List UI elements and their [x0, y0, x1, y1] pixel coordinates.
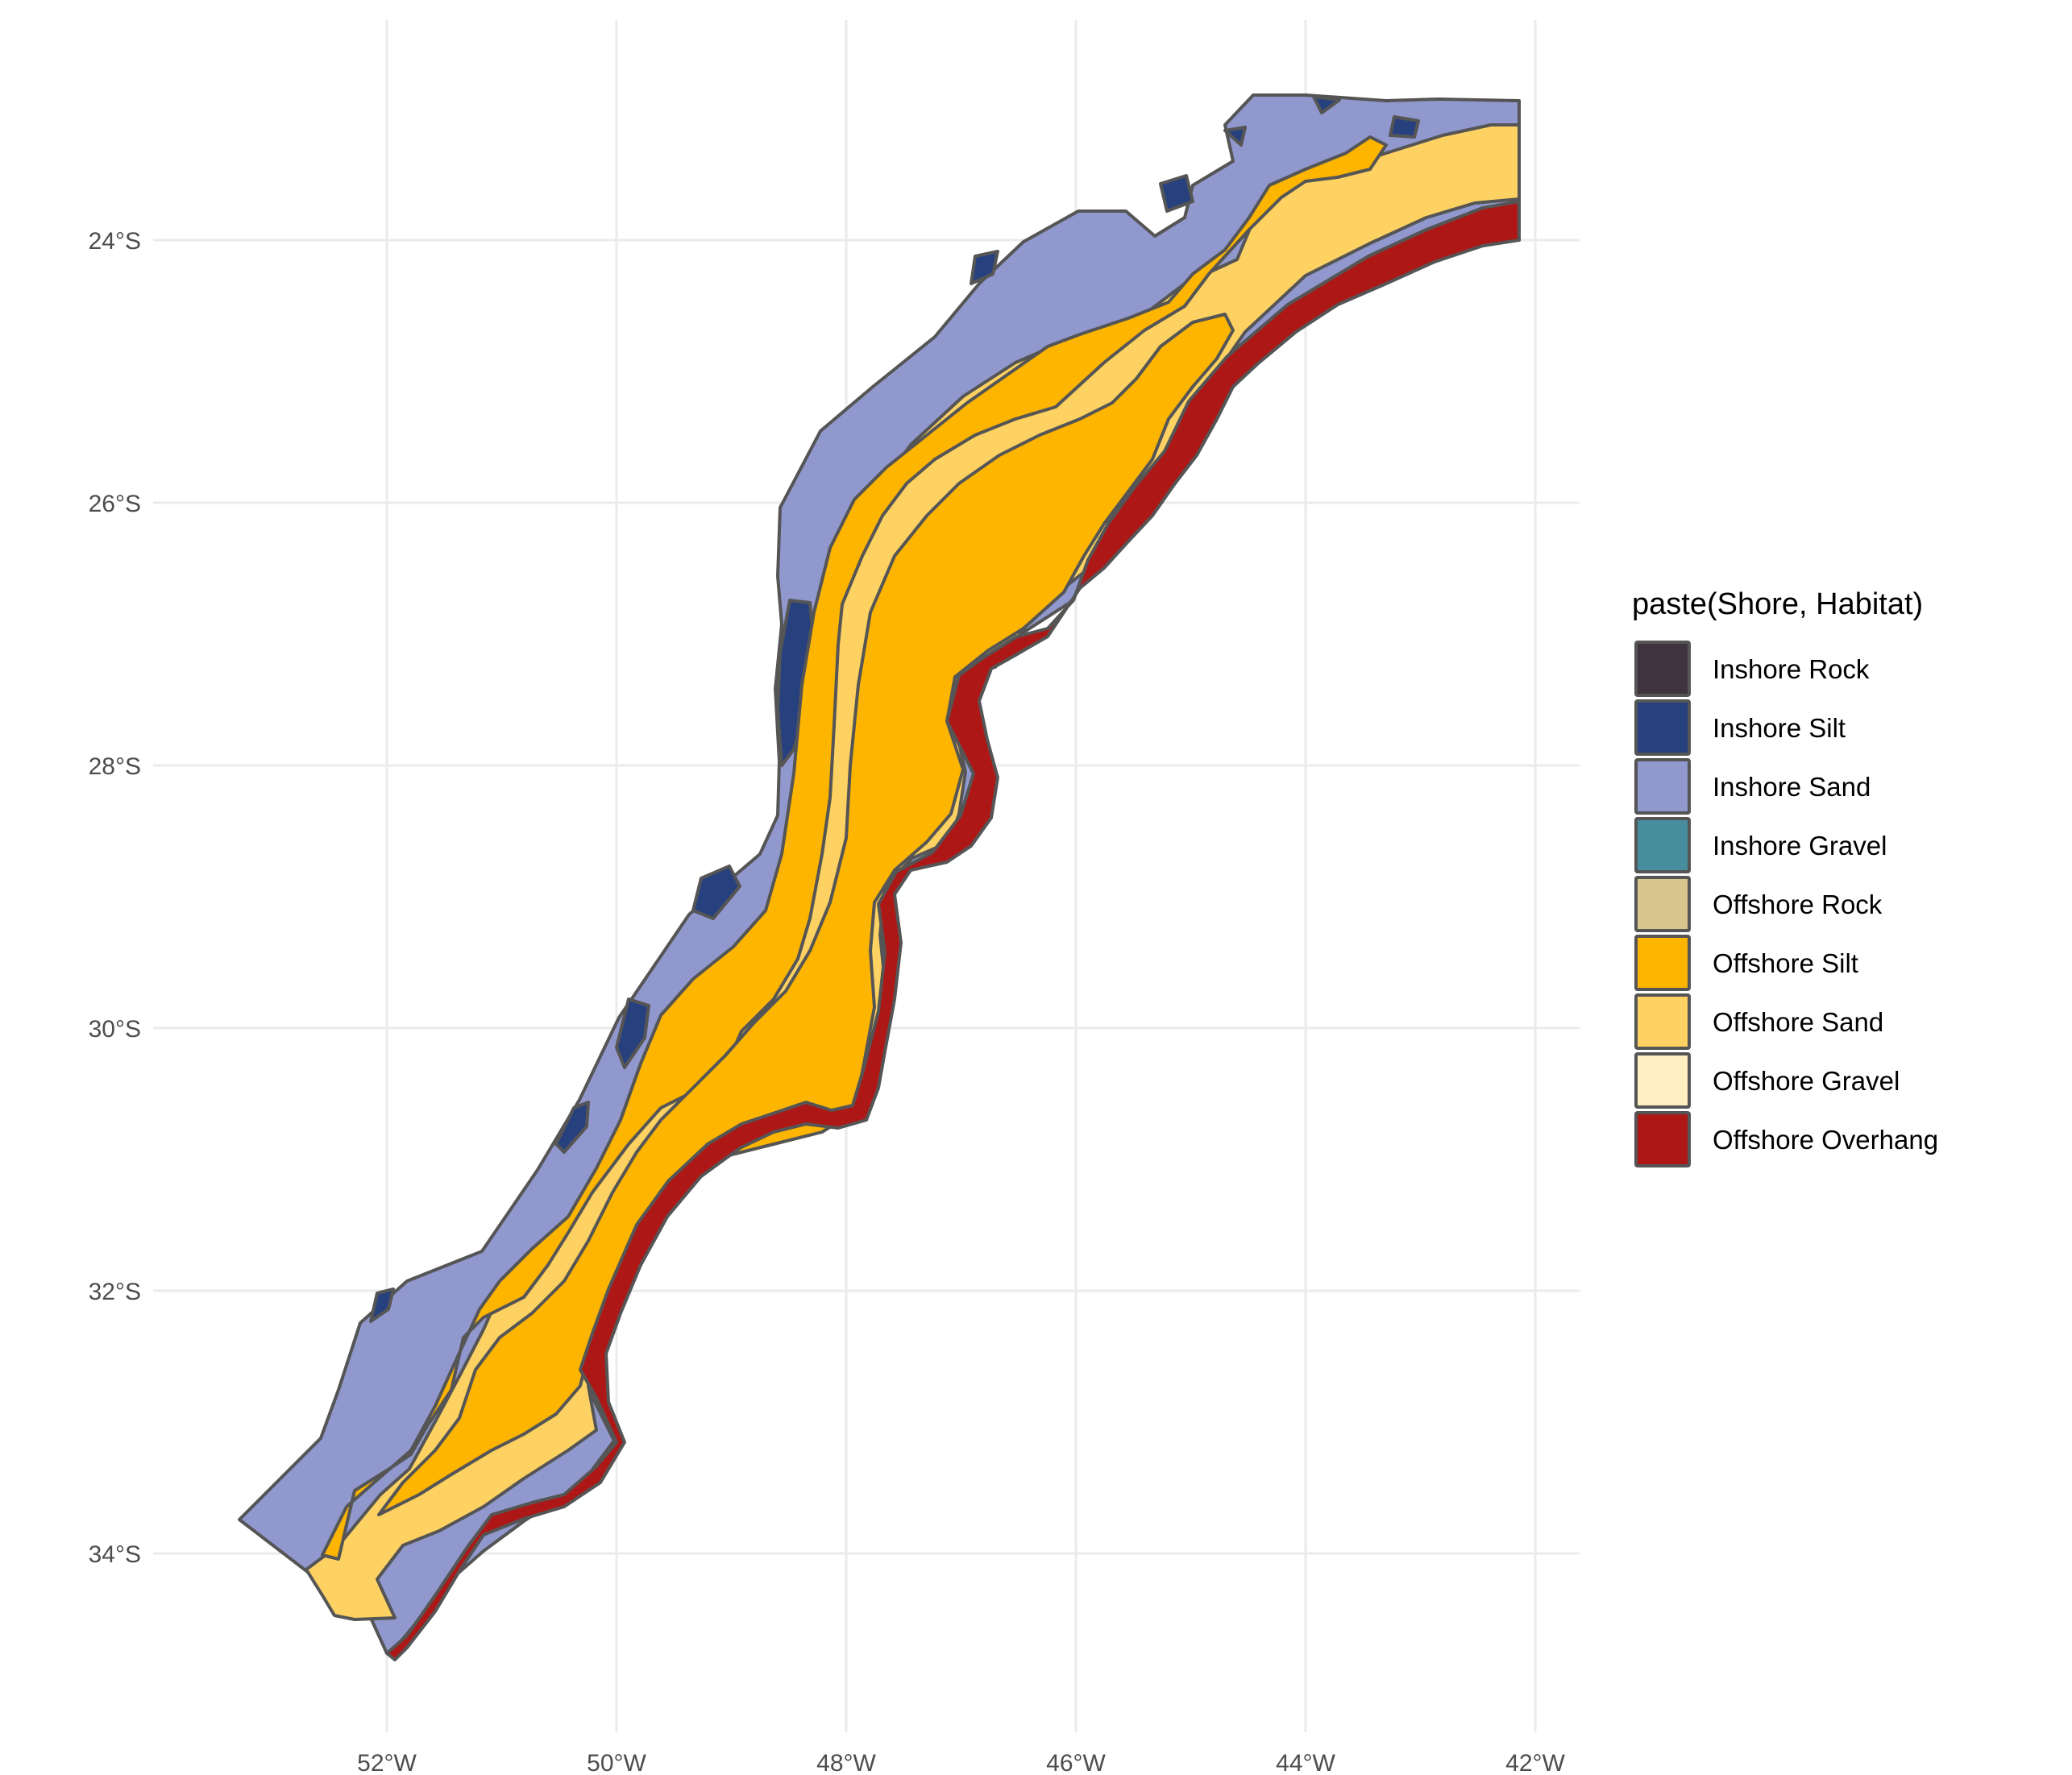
x-tick-label: 50°W [587, 1750, 646, 1775]
legend-label-inshore-gravel: Inshore Gravel [1713, 831, 1887, 861]
legend: paste(Shore, Habitat) Inshore Rock Insho… [1632, 587, 1938, 1167]
legend-key-offshore-overhang [1634, 1111, 1691, 1167]
legend-label-inshore-silt: Inshore Silt [1713, 713, 1846, 743]
legend-label-offshore-overhang: Offshore Overhang [1713, 1125, 1938, 1155]
y-axis: 24°S 26°S 28°S 30°S 32°S 34°S [89, 228, 141, 1568]
x-tick-label: 52°W [357, 1750, 417, 1775]
y-tick-label: 24°S [89, 228, 141, 255]
legend-key-offshore-gravel [1634, 1052, 1691, 1109]
y-tick-label: 26°S [89, 491, 141, 517]
legend-label-offshore-rock: Offshore Rock [1713, 890, 1883, 919]
x-tick-label: 42°W [1505, 1750, 1565, 1775]
legend-label-offshore-sand: Offshore Sand [1713, 1007, 1883, 1037]
legend-key-offshore-sand [1634, 993, 1691, 1050]
y-tick-label: 28°S [89, 753, 141, 780]
legend-key-inshore-gravel [1634, 817, 1691, 873]
legend-key-offshore-silt [1634, 935, 1691, 991]
x-tick-label: 44°W [1276, 1750, 1335, 1775]
legend-label-offshore-silt: Offshore Silt [1713, 948, 1858, 978]
legend-key-inshore-rock [1634, 641, 1691, 697]
legend-label-inshore-rock: Inshore Rock [1713, 654, 1870, 684]
y-tick-label: 32°S [89, 1279, 141, 1305]
habitat-layers [238, 93, 1521, 1661]
legend-key-offshore-rock [1634, 876, 1691, 932]
legend-title: paste(Shore, Habitat) [1632, 587, 1923, 621]
legend-label-inshore-sand: Inshore Sand [1713, 772, 1871, 802]
offshore-silt-core [377, 313, 1235, 1516]
legend-key-inshore-silt [1634, 699, 1691, 756]
legend-label-offshore-gravel: Offshore Gravel [1713, 1066, 1900, 1096]
x-tick-label: 46°W [1046, 1750, 1106, 1775]
legend-key-inshore-sand [1634, 758, 1691, 815]
y-tick-label: 34°S [89, 1541, 141, 1568]
x-axis: 52°W 50°W 48°W 46°W 44°W 42°W [357, 1750, 1565, 1775]
x-tick-label: 48°W [816, 1750, 876, 1775]
inshore-silt-region [369, 95, 1420, 1323]
y-tick-label: 30°S [89, 1016, 141, 1043]
offshore-overhang-region [385, 200, 1521, 1661]
